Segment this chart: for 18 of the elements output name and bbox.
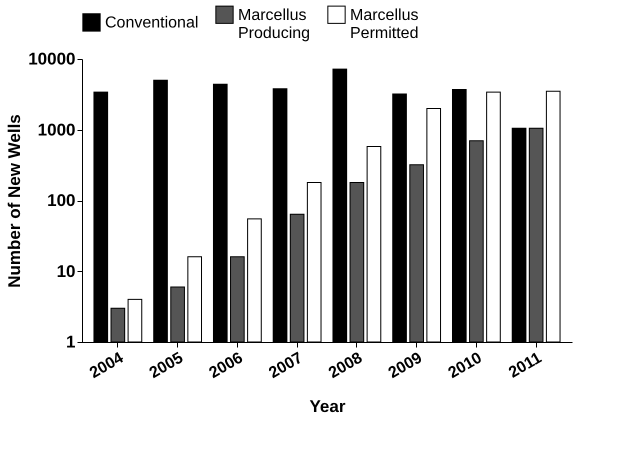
legend-label: Conventional <box>105 14 198 32</box>
y-tick-label: 1 <box>66 332 76 352</box>
y-axis-title: Number of New Wells <box>5 114 24 288</box>
x-tick-label: 2008 <box>326 349 366 382</box>
x-tick-label: 2007 <box>266 349 306 382</box>
x-tick-label: 2004 <box>87 349 126 382</box>
x-tick-label: 2011 <box>506 349 545 382</box>
x-tick-label: 2009 <box>386 349 426 382</box>
x-tick-label: 2010 <box>446 349 485 382</box>
y-tick-label: 10000 <box>28 50 76 68</box>
y-tick-label: 1000 <box>38 120 76 140</box>
legend-label: Marcellus Permitted <box>350 6 418 42</box>
legend-label: Marcellus Producing <box>238 6 310 42</box>
x-tick-label: 2006 <box>206 349 246 382</box>
x-axis-title: Year <box>310 397 346 416</box>
y-tick-label: 100 <box>47 191 76 210</box>
x-tick-label: 2005 <box>146 349 186 382</box>
y-tick-label: 10 <box>56 262 76 281</box>
